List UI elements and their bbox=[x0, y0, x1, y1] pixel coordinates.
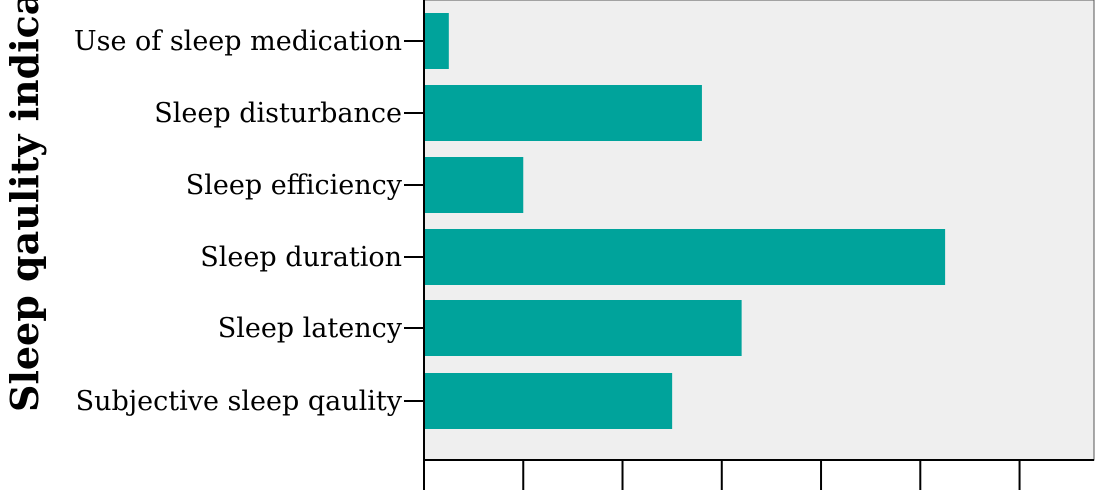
category-label-1: Sleep disturbance bbox=[154, 98, 402, 129]
bar-0 bbox=[424, 13, 449, 69]
bar-1 bbox=[424, 85, 702, 141]
category-label-2: Sleep efficiency bbox=[186, 170, 403, 201]
y-axis-ticks bbox=[404, 40, 424, 402]
bars-group bbox=[424, 13, 946, 429]
category-labels: Use of sleep medication Sleep disturbance… bbox=[74, 26, 403, 417]
x-axis-ticks bbox=[423, 460, 1021, 490]
category-label-3: Sleep duration bbox=[200, 242, 402, 273]
bar-5 bbox=[424, 373, 673, 429]
bar-2 bbox=[424, 157, 524, 213]
category-label-4: Sleep latency bbox=[218, 313, 403, 344]
category-label-0: Use of sleep medication bbox=[74, 26, 402, 57]
bar-3 bbox=[424, 229, 946, 285]
bar-4 bbox=[424, 300, 742, 356]
category-label-5: Subjective sleep qaulity bbox=[76, 386, 403, 417]
y-axis-title: Sleep qaulity indicato bbox=[2, 0, 47, 412]
